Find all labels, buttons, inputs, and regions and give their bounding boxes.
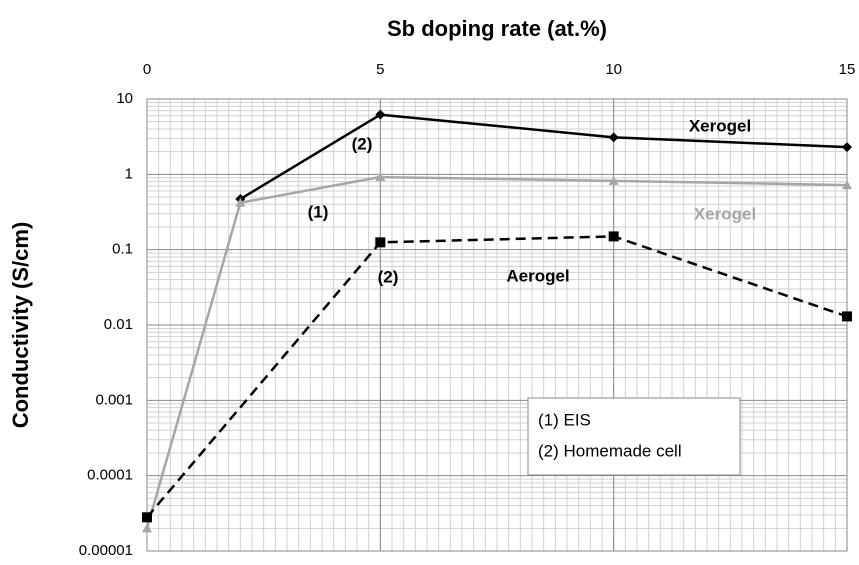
marker <box>375 172 386 182</box>
marker <box>842 142 852 153</box>
y-tick-label: 0.0001 <box>87 467 133 484</box>
y-tick-label: 10 <box>116 90 133 107</box>
y-tick-label: 0.00001 <box>79 542 133 559</box>
y-tick-label: 1 <box>125 165 133 182</box>
marker <box>608 175 619 185</box>
x-tick-label: 15 <box>839 61 856 78</box>
y-axis-title: Conductivity (S/cm) <box>8 222 33 429</box>
marker <box>375 109 386 120</box>
x-axis-title: Sb doping rate (at.%) <box>387 16 607 41</box>
series-label: Xerogel <box>694 204 756 223</box>
legend-text: (2) Homemade cell <box>538 441 682 460</box>
legend-text: (1) EIS <box>538 410 591 429</box>
marker <box>142 523 152 533</box>
x-tick-label: 0 <box>143 61 151 78</box>
series-label: Xerogel <box>689 116 751 135</box>
marker <box>235 197 246 207</box>
x-tick-label: 10 <box>605 61 622 78</box>
marker <box>142 512 152 523</box>
series-label: Aerogel <box>506 266 569 285</box>
series-line <box>146 235 848 519</box>
y-tick-label: 0.001 <box>95 391 133 408</box>
series-line <box>239 113 848 201</box>
legend-box <box>527 397 741 476</box>
marker <box>608 132 619 143</box>
y-tick-label: 0.1 <box>112 241 133 258</box>
annotation: (1) <box>308 202 329 221</box>
marker <box>375 237 386 248</box>
y-tick-label: 0.01 <box>104 316 133 333</box>
marker <box>842 180 852 190</box>
annotation: (2) <box>378 267 399 286</box>
plot-border <box>146 98 848 552</box>
marker <box>842 311 852 322</box>
annotation: (2) <box>352 134 373 153</box>
x-tick-label: 5 <box>376 61 384 78</box>
marker <box>608 231 619 242</box>
